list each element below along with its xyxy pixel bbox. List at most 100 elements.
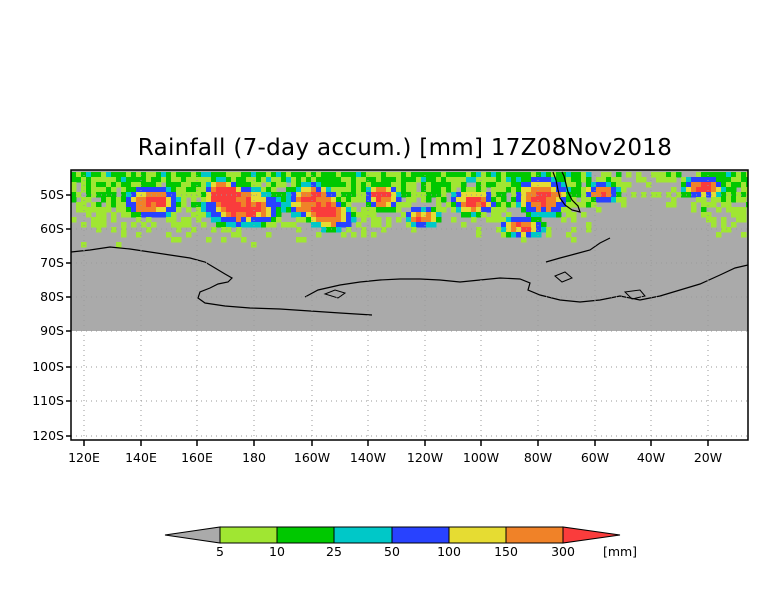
rain-cell <box>286 197 292 203</box>
rain-cell <box>366 207 372 213</box>
rain-cell <box>286 222 292 228</box>
rain-cell <box>371 207 377 213</box>
rain-cell <box>421 197 427 203</box>
rain-cell <box>326 212 332 218</box>
rain-cell <box>706 202 712 208</box>
rain-cell <box>321 202 327 208</box>
rain-cell <box>396 192 402 198</box>
rain-cell <box>136 172 142 178</box>
rain-cell <box>111 172 117 178</box>
rain-cell <box>316 197 322 203</box>
rain-cell <box>461 182 467 188</box>
rain-cell <box>121 207 127 213</box>
rain-cell <box>406 172 412 178</box>
rain-cell <box>216 202 222 208</box>
rain-cell <box>241 202 247 208</box>
rain-cell <box>716 192 722 198</box>
rain-cell <box>476 207 482 213</box>
rain-cell <box>101 182 107 188</box>
rain-cell <box>486 202 492 208</box>
rain-cell <box>451 172 457 178</box>
rain-cell <box>526 172 532 178</box>
rain-cell <box>401 172 407 178</box>
rain-cell <box>191 182 197 188</box>
rain-cell <box>96 217 102 223</box>
rain-cell <box>491 217 497 223</box>
rain-cell <box>196 202 202 208</box>
rain-cell <box>336 207 342 213</box>
rain-cell <box>561 177 567 183</box>
rain-cell <box>251 187 257 193</box>
rain-cell <box>381 207 387 213</box>
rain-cell <box>611 192 617 198</box>
rain-cell <box>271 217 277 223</box>
rain-cell <box>196 187 202 193</box>
rain-cell <box>386 207 392 213</box>
rain-cell <box>266 232 272 238</box>
rain-cell <box>311 207 317 213</box>
rain-cell <box>141 172 147 178</box>
rain-cell <box>241 212 247 218</box>
rain-cell <box>101 177 107 183</box>
rain-cell <box>536 177 542 183</box>
rain-cell <box>241 237 247 243</box>
rain-cell <box>351 172 357 178</box>
rain-cell <box>561 207 567 213</box>
rain-cell <box>411 182 417 188</box>
rain-cell <box>301 217 307 223</box>
rain-cell <box>576 192 582 198</box>
rain-cell <box>251 177 257 183</box>
rain-cell <box>701 207 707 213</box>
rain-cell <box>666 172 672 178</box>
rain-cell <box>576 182 582 188</box>
rain-cell <box>551 182 557 188</box>
rain-cell <box>716 182 722 188</box>
rain-cell <box>256 217 262 223</box>
rain-cell <box>606 197 612 203</box>
rain-cell <box>511 172 517 178</box>
rain-cell <box>741 187 747 193</box>
rain-cell <box>521 237 527 243</box>
rain-cell <box>716 172 722 178</box>
rain-cell <box>496 207 502 213</box>
rain-cell <box>311 222 317 228</box>
rain-cell <box>421 222 427 228</box>
rain-cell <box>136 192 142 198</box>
rain-cell <box>226 217 232 223</box>
rain-cell <box>416 212 422 218</box>
rain-cell <box>351 192 357 198</box>
rain-cell <box>191 187 197 193</box>
rain-cell <box>251 192 257 198</box>
rain-cell <box>216 207 222 213</box>
rain-cell <box>521 177 527 183</box>
lon-label: 80W <box>524 450 552 465</box>
rain-cell <box>81 207 87 213</box>
rain-cell <box>166 207 172 213</box>
rain-cell <box>451 207 457 213</box>
rain-cell <box>391 177 397 183</box>
rain-cell <box>106 187 112 193</box>
rain-cell <box>146 202 152 208</box>
rain-cell <box>711 182 717 188</box>
rain-cell <box>496 182 502 188</box>
rain-cell <box>196 182 202 188</box>
rain-cell <box>671 177 677 183</box>
rain-cell <box>516 172 522 178</box>
rain-cell <box>381 202 387 208</box>
rain-cell <box>721 182 727 188</box>
rain-cell <box>736 177 742 183</box>
rain-cell <box>276 197 282 203</box>
rain-cell <box>236 227 242 233</box>
rain-cell <box>561 182 567 188</box>
rain-cell <box>191 197 197 203</box>
rain-cell <box>451 187 457 193</box>
rain-cell <box>266 187 272 193</box>
rain-cell <box>381 197 387 203</box>
rain-cell <box>526 212 532 218</box>
rain-cell <box>481 187 487 193</box>
rain-cell <box>311 182 317 188</box>
rain-cell <box>536 187 542 193</box>
rain-cell <box>656 177 662 183</box>
rain-cell <box>371 192 377 198</box>
